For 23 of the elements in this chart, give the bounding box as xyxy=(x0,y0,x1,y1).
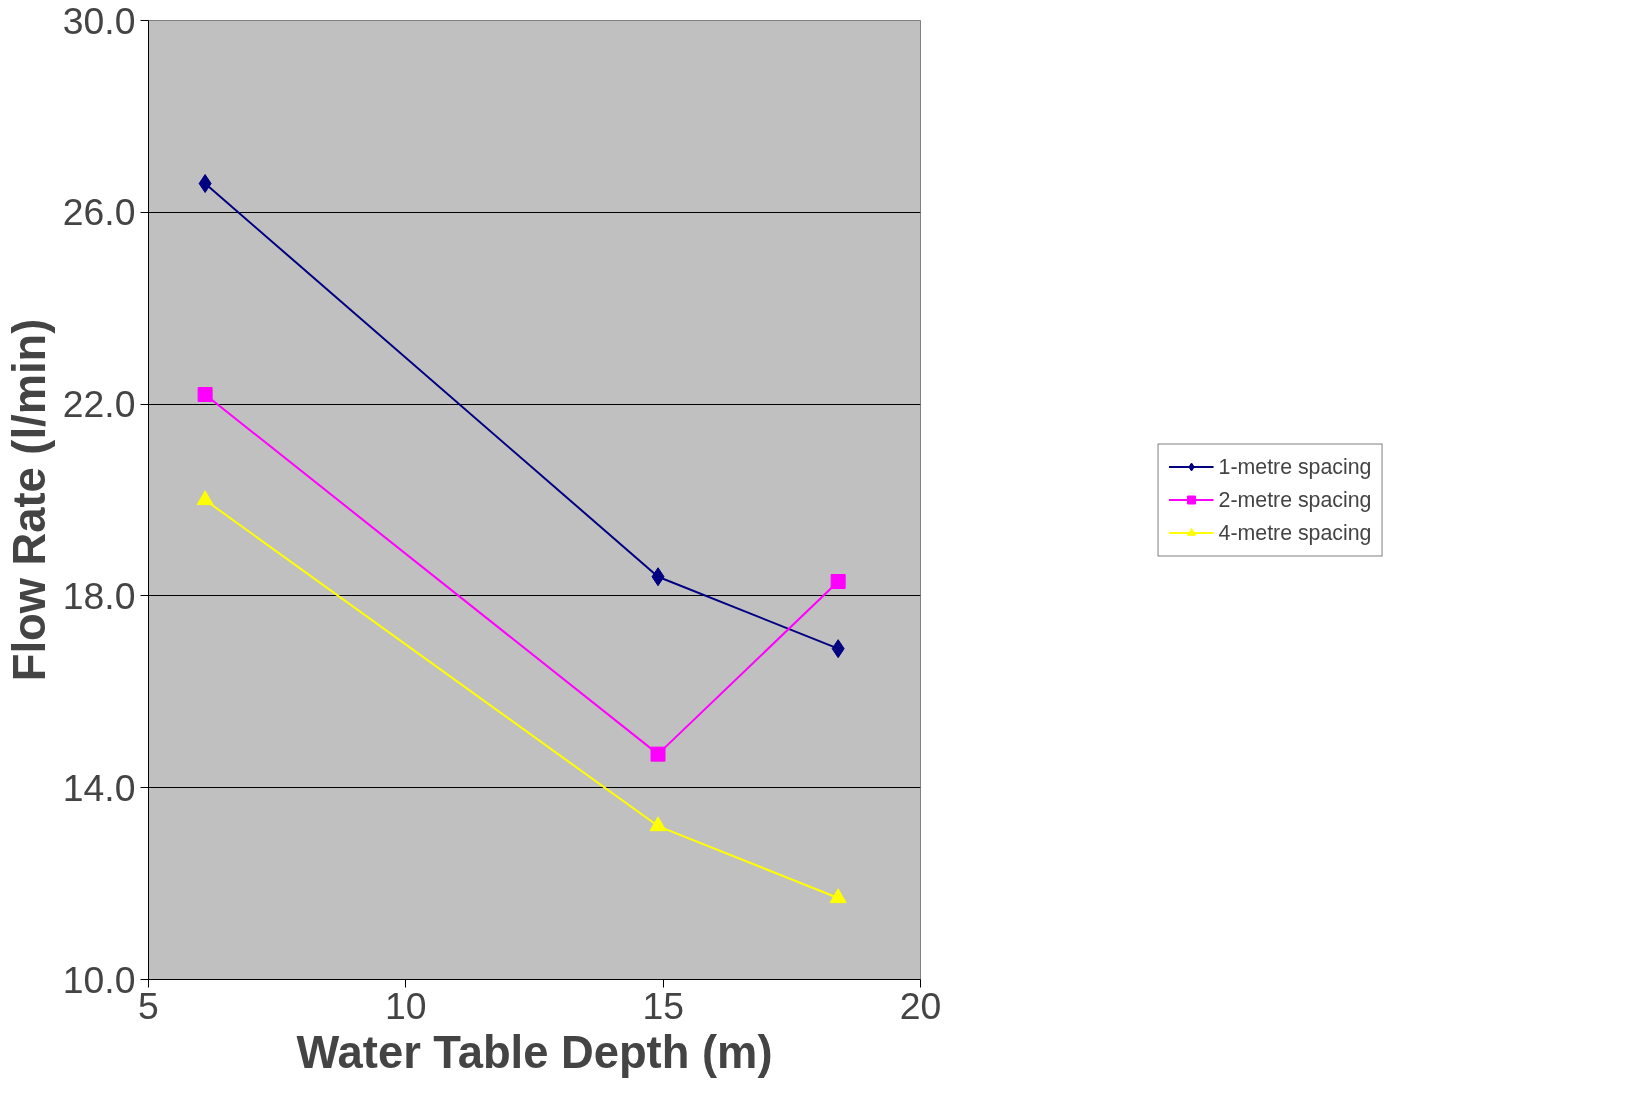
point xyxy=(831,639,845,659)
x-tick-label: 20 xyxy=(899,984,942,1027)
y-tick-label: 10.0 xyxy=(62,958,136,1001)
legend-label: 2-metre spacing xyxy=(1218,487,1372,512)
point xyxy=(197,387,213,403)
point xyxy=(651,567,665,587)
y-tick-label: 14.0 xyxy=(62,766,136,809)
y-tick-label: 18.0 xyxy=(62,574,136,617)
y-tick-label: 22.0 xyxy=(62,383,136,426)
point xyxy=(649,816,667,832)
point xyxy=(829,888,847,904)
point xyxy=(830,574,846,590)
point xyxy=(198,174,212,194)
x-tick-label: 5 xyxy=(138,984,159,1027)
legend-label: 4-metre spacing xyxy=(1218,520,1372,545)
point xyxy=(650,746,666,762)
x-tick-label: 15 xyxy=(642,984,684,1027)
y-axis-title: Flow Rate (l/min) xyxy=(3,318,55,682)
legend-label: 1-metre spacing xyxy=(1218,454,1372,479)
x-tick-label: 10 xyxy=(385,984,427,1027)
y-tick-label: 30.0 xyxy=(62,0,136,42)
x-axis-title: Water Table Depth (m) xyxy=(296,1026,773,1078)
y-tick-label: 26.0 xyxy=(62,191,136,234)
